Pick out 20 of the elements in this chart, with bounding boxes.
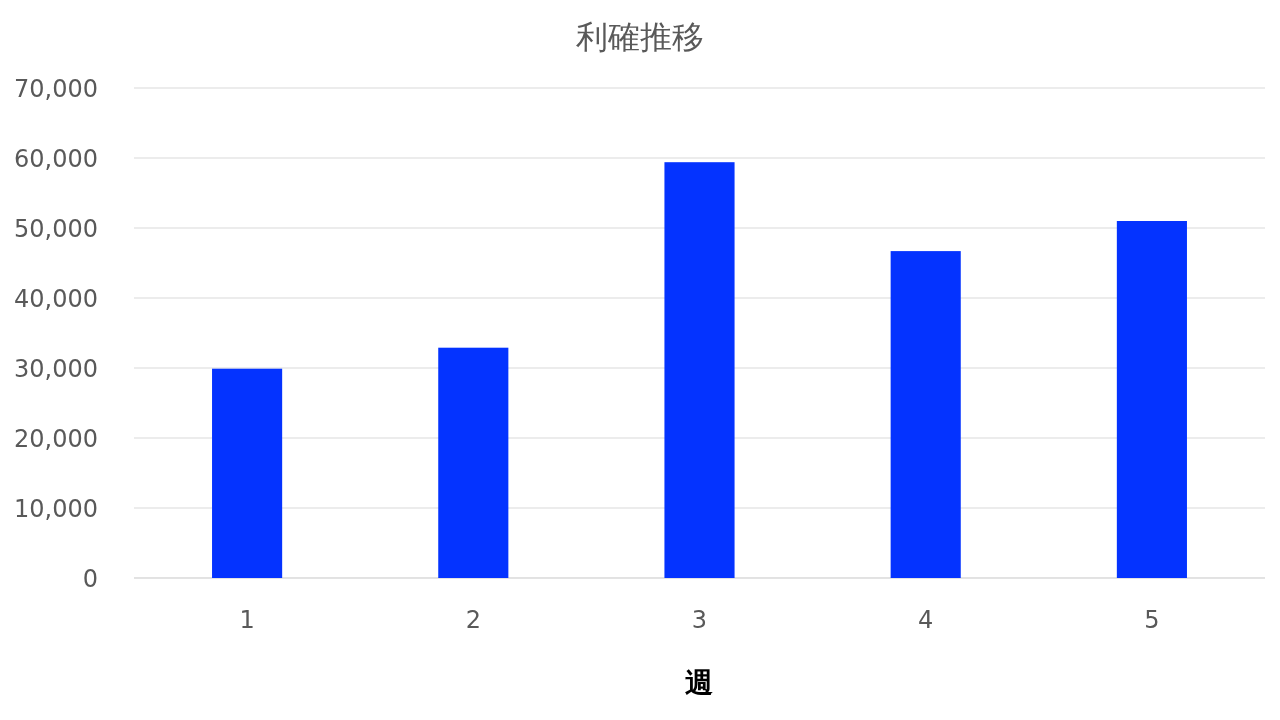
x-tick-label: 2 — [465, 606, 481, 634]
y-tick-label: 10,000 — [14, 495, 98, 523]
y-tick-label: 30,000 — [14, 355, 98, 383]
x-tick-label: 3 — [691, 606, 708, 634]
bar — [890, 251, 961, 578]
bar — [664, 162, 735, 578]
x-tick-label: 5 — [1144, 606, 1160, 634]
y-tick-label: 60,000 — [14, 145, 98, 173]
y-tick-label: 20,000 — [14, 425, 98, 453]
bar — [1116, 221, 1187, 578]
x-axis-title: 週 — [685, 666, 713, 699]
y-tick-label: 0 — [82, 565, 98, 593]
bar — [438, 347, 509, 578]
y-tick-label: 70,000 — [14, 75, 98, 103]
y-tick-label: 40,000 — [14, 285, 98, 313]
x-tick-label: 1 — [239, 606, 255, 634]
bar — [212, 368, 283, 578]
x-tick-label: 4 — [918, 606, 934, 634]
chart-title: 利確推移 — [576, 18, 704, 56]
y-tick-label: 50,000 — [14, 215, 98, 243]
